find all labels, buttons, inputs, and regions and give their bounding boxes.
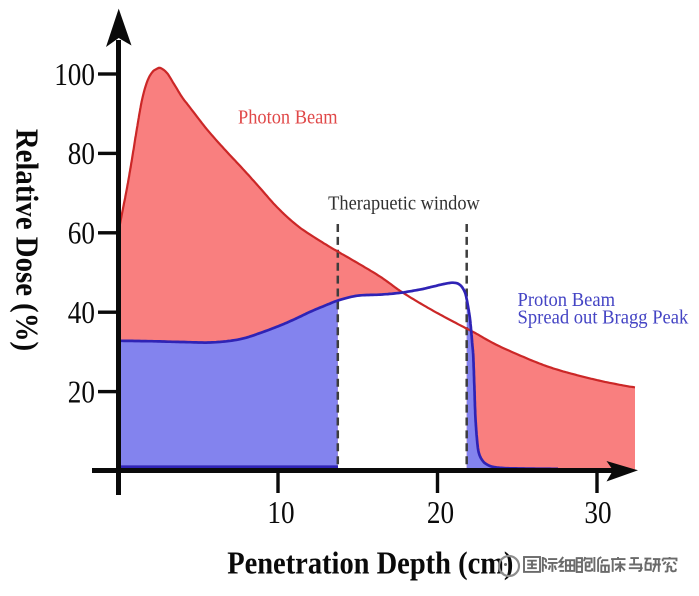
svg-text:Proton Beam: Proton Beam <box>518 289 616 311</box>
svg-text:40: 40 <box>68 296 95 330</box>
svg-text:Relative Dose (%): Relative Dose (%) <box>9 129 45 351</box>
svg-text:30: 30 <box>584 496 611 530</box>
svg-text:100: 100 <box>54 58 95 92</box>
svg-text:10: 10 <box>267 496 294 530</box>
svg-text:80: 80 <box>68 137 95 171</box>
svg-text:20: 20 <box>68 375 95 409</box>
svg-text:60: 60 <box>68 217 95 251</box>
svg-text:20: 20 <box>427 496 454 530</box>
svg-text:Spread out Bragg Peak: Spread out Bragg Peak <box>518 307 689 329</box>
svg-text:Penetration Depth (cm): Penetration Depth (cm) <box>227 545 513 581</box>
svg-text:Photon Beam: Photon Beam <box>238 107 338 129</box>
svg-text:Therapuetic window: Therapuetic window <box>328 193 480 215</box>
